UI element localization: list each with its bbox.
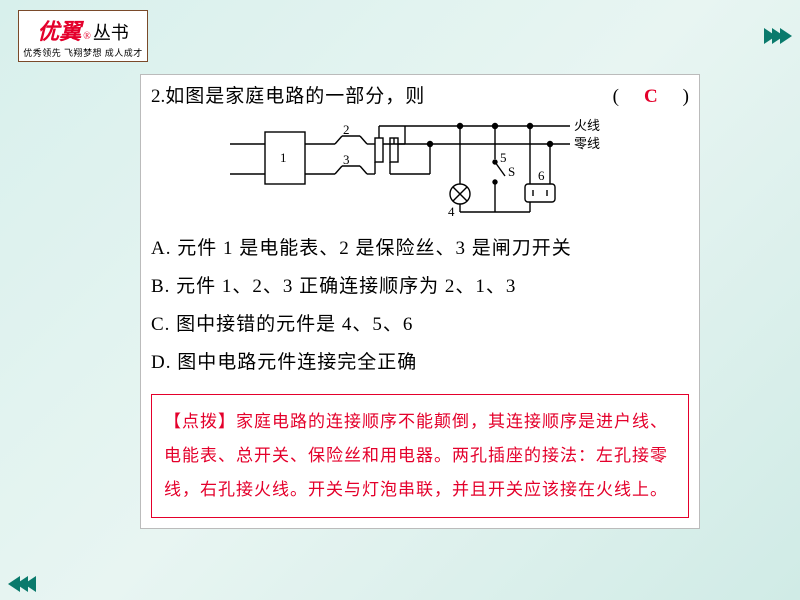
hint-lead: 【点拨】	[164, 412, 236, 431]
hint-body: 家庭电路的连接顺序不能颠倒，其连接顺序是进户线、电能表、总开关、保险丝和用电器。…	[164, 412, 668, 499]
diagram-label-live: 火线	[574, 118, 600, 133]
circuit-diagram: 1 2 3 4 5 S 6 火线 零线	[230, 114, 610, 224]
arrow-left-icon	[8, 576, 32, 592]
diagram-label-4: 4	[448, 204, 455, 219]
option-a: A. 元件 1 是电能表、2 是保险丝、3 是闸刀开关	[151, 230, 689, 268]
question-line: 2. 如图是家庭电路的一部分，则 ( C )	[151, 81, 689, 108]
option-c: C. 图中接错的元件是 4、5、6	[151, 306, 689, 344]
brand-logo: 优翼 ® 丛书 优秀领先 飞翔梦想 成人成才	[18, 10, 148, 62]
diagram-label-neutral: 零线	[574, 136, 600, 151]
diagram-label-5: 5	[500, 150, 507, 165]
option-b: B. 元件 1、2、3 正确连接顺序为 2、1、3	[151, 268, 689, 306]
diagram-label-s: S	[508, 164, 515, 179]
brand-tagline: 优秀领先 飞翔梦想 成人成才	[23, 46, 143, 59]
options-block: A. 元件 1 是电能表、2 是保险丝、3 是闸刀开关 B. 元件 1、2、3 …	[151, 230, 689, 382]
answer-paren: ( C )	[613, 81, 689, 108]
brand-logo-top: 优翼 ® 丛书	[37, 14, 129, 46]
diagram-label-1: 1	[280, 150, 287, 165]
option-d: D. 图中电路元件连接完全正确	[151, 344, 689, 382]
question-card: 2. 如图是家庭电路的一部分，则 ( C )	[140, 74, 700, 529]
hint-box: 【点拨】家庭电路的连接顺序不能颠倒，其连接顺序是进户线、电能表、总开关、保险丝和…	[151, 394, 689, 518]
brand-reg: ®	[83, 31, 91, 42]
diagram-label-2: 2	[343, 122, 350, 137]
question-answer: C	[638, 86, 664, 107]
brand-black: 丛书	[93, 19, 129, 45]
question-stem: 如图是家庭电路的一部分，则	[165, 81, 612, 108]
arrow-right-icon	[768, 28, 792, 44]
brand-red: 优翼	[37, 14, 81, 46]
diagram-label-6: 6	[538, 168, 545, 183]
question-number: 2.	[151, 86, 165, 108]
diagram-label-3: 3	[343, 152, 350, 167]
